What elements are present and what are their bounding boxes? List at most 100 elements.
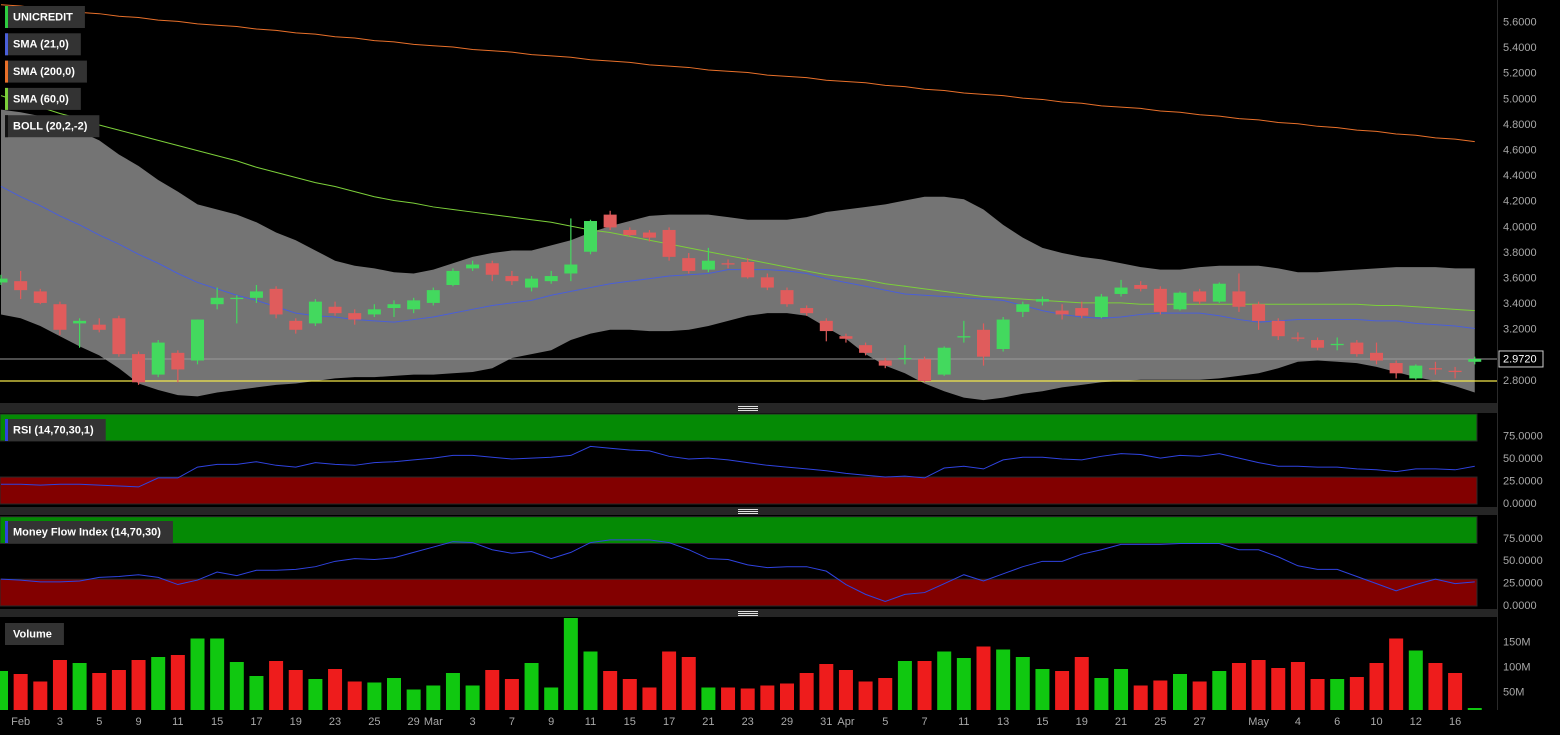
candle-body (269, 288, 283, 315)
candle-body (446, 270, 460, 286)
x-tick-label: 7 (921, 716, 927, 728)
y-tick-label: 4.0000 (1503, 221, 1537, 233)
candle-body (1330, 343, 1344, 346)
legend-box[interactable] (5, 33, 81, 56)
volume-bar (367, 682, 382, 710)
x-tick-label: 9 (135, 716, 141, 728)
volume-bar (1330, 679, 1345, 710)
candle-body (525, 278, 539, 288)
candle-body (73, 320, 87, 324)
candle-body (210, 297, 224, 305)
x-tick-label: 17 (663, 716, 675, 728)
y-tick-label: 4.8000 (1503, 119, 1537, 131)
legend-box[interactable] (5, 623, 64, 645)
candle-body (819, 320, 833, 332)
volume-bar (288, 670, 303, 710)
volume-bar (662, 651, 677, 710)
y-tick-label: 100M (1503, 661, 1531, 673)
volume-bar (0, 671, 8, 710)
candle-body (426, 290, 440, 303)
candle-body (53, 304, 67, 330)
candle-body (1291, 337, 1305, 339)
candle-body (1448, 370, 1462, 373)
legend-label: Volume (13, 628, 52, 640)
candle-body (1232, 291, 1246, 307)
candle-body (898, 357, 912, 360)
candle-body (1252, 304, 1266, 321)
volume-bar (131, 660, 146, 710)
volume-bar (760, 685, 775, 710)
volume-bar (917, 661, 932, 710)
candle-body (878, 360, 892, 366)
candle-body (132, 354, 146, 383)
y-tick-label: 4.6000 (1503, 145, 1537, 157)
volume-bar (1408, 650, 1423, 710)
candle-body (1428, 368, 1442, 370)
volume-bar (1231, 663, 1246, 710)
candle-body (387, 304, 401, 309)
candle-body (191, 319, 204, 361)
x-tick-label: 23 (742, 716, 754, 728)
indicator-zone (0, 476, 1478, 505)
legend-swatch (5, 6, 8, 28)
volume-bar (524, 663, 539, 710)
candle-body (1016, 304, 1030, 312)
candle-body (760, 277, 774, 288)
volume-bar (1369, 663, 1384, 710)
volume-bar (976, 646, 991, 710)
indicator-line (0, 539, 1475, 603)
x-tick-label: 11 (958, 716, 969, 728)
legend-box[interactable] (5, 60, 87, 83)
x-tick-label: 10 (1370, 716, 1382, 728)
volume-bar (190, 638, 205, 710)
volume-bar (740, 688, 755, 710)
volume-bar (1448, 673, 1463, 710)
candle-body (957, 336, 971, 338)
candle-body (230, 297, 244, 300)
volume-bar (229, 662, 244, 710)
indicator-line (1, 445, 1475, 488)
volume-bar (52, 660, 67, 710)
candle-body (1389, 363, 1403, 374)
legend-swatch (5, 33, 8, 56)
volume-bar (819, 664, 834, 710)
y-tick-label: 5.0000 (1503, 93, 1537, 105)
candle-body (14, 281, 28, 291)
legend-box[interactable] (5, 6, 85, 28)
legend-box[interactable] (5, 87, 81, 110)
volume-bar (13, 674, 28, 710)
y-tick-label: 150M (1503, 636, 1531, 648)
indicator-zone (0, 578, 1478, 607)
candle-body (780, 290, 794, 305)
candle-body (1055, 310, 1069, 315)
volume-bar (72, 663, 87, 710)
volume-bar (1015, 657, 1030, 710)
candle-body (544, 276, 558, 282)
resize-handle[interactable] (738, 406, 758, 616)
y-tick-label: 50.0000 (1503, 453, 1543, 465)
candle-body (937, 347, 951, 375)
x-tick-label: 3 (57, 716, 63, 728)
x-tick-label: 29 (408, 716, 420, 728)
x-tick-label: 16 (1449, 716, 1461, 728)
volume-bar (1428, 663, 1443, 710)
x-tick-label: 3 (470, 716, 476, 728)
y-tick-label: 0.0000 (1503, 498, 1537, 510)
legend-box[interactable] (5, 115, 100, 138)
legend-box[interactable] (5, 419, 106, 441)
legend-swatch (5, 419, 8, 441)
candle-body (308, 301, 322, 324)
x-tick-label: 12 (1410, 716, 1422, 728)
candle-body (1370, 352, 1383, 361)
x-tick-label: 27 (1194, 716, 1206, 728)
y-tick-label: 3.8000 (1503, 247, 1537, 259)
candle-body (642, 232, 656, 238)
candle-body (1114, 287, 1128, 294)
x-tick-label: 13 (997, 716, 1009, 728)
volume-bar (721, 687, 736, 710)
y-tick-label: 75.0000 (1503, 533, 1543, 545)
x-tick-label: 4 (1295, 716, 1301, 728)
candle-body (1094, 296, 1108, 317)
legend-box[interactable] (5, 521, 173, 543)
volume-bar (1035, 669, 1050, 710)
